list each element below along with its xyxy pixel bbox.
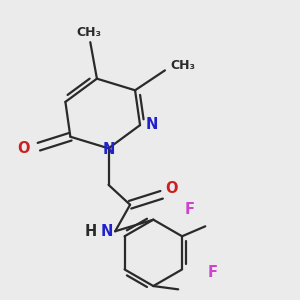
Text: O: O <box>18 141 30 156</box>
Text: F: F <box>185 202 195 217</box>
Text: H: H <box>85 224 97 239</box>
Text: CH₃: CH₃ <box>76 26 101 39</box>
Text: F: F <box>208 265 218 280</box>
Text: N: N <box>102 142 115 158</box>
Text: O: O <box>165 181 178 196</box>
Text: N: N <box>100 224 112 239</box>
Text: N: N <box>146 117 158 132</box>
Text: CH₃: CH₃ <box>171 59 196 72</box>
